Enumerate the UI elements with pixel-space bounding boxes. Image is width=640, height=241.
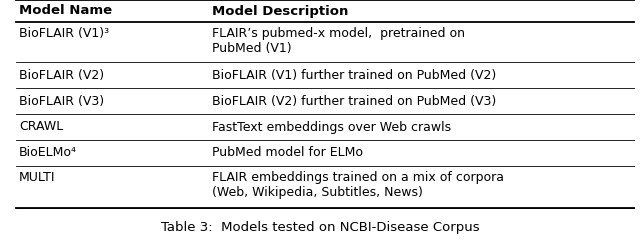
Text: Model Description: Model Description	[212, 5, 348, 18]
Text: PubMed model for ELMo: PubMed model for ELMo	[212, 147, 363, 160]
Text: BioFLAIR (V2): BioFLAIR (V2)	[19, 68, 104, 81]
Text: BioFLAIR (V1)³: BioFLAIR (V1)³	[19, 27, 109, 40]
Text: FLAIR’s pubmed-x model,  pretrained on
PubMed (V1): FLAIR’s pubmed-x model, pretrained on Pu…	[212, 27, 465, 55]
Text: BioELMo⁴: BioELMo⁴	[19, 147, 77, 160]
Text: BioFLAIR (V2) further trained on PubMed (V3): BioFLAIR (V2) further trained on PubMed …	[212, 94, 496, 107]
Text: FastText embeddings over Web crawls: FastText embeddings over Web crawls	[212, 120, 451, 134]
Text: BioFLAIR (V3): BioFLAIR (V3)	[19, 94, 104, 107]
Text: Model Name: Model Name	[19, 5, 112, 18]
Text: FLAIR embeddings trained on a mix of corpora
(Web, Wikipedia, Subtitles, News): FLAIR embeddings trained on a mix of cor…	[212, 171, 504, 199]
Text: CRAWL: CRAWL	[19, 120, 63, 134]
Text: BioFLAIR (V1) further trained on PubMed (V2): BioFLAIR (V1) further trained on PubMed …	[212, 68, 496, 81]
Text: MULTI: MULTI	[19, 171, 56, 184]
Text: Table 3:  Models tested on NCBI-Disease Corpus: Table 3: Models tested on NCBI-Disease C…	[161, 221, 479, 234]
